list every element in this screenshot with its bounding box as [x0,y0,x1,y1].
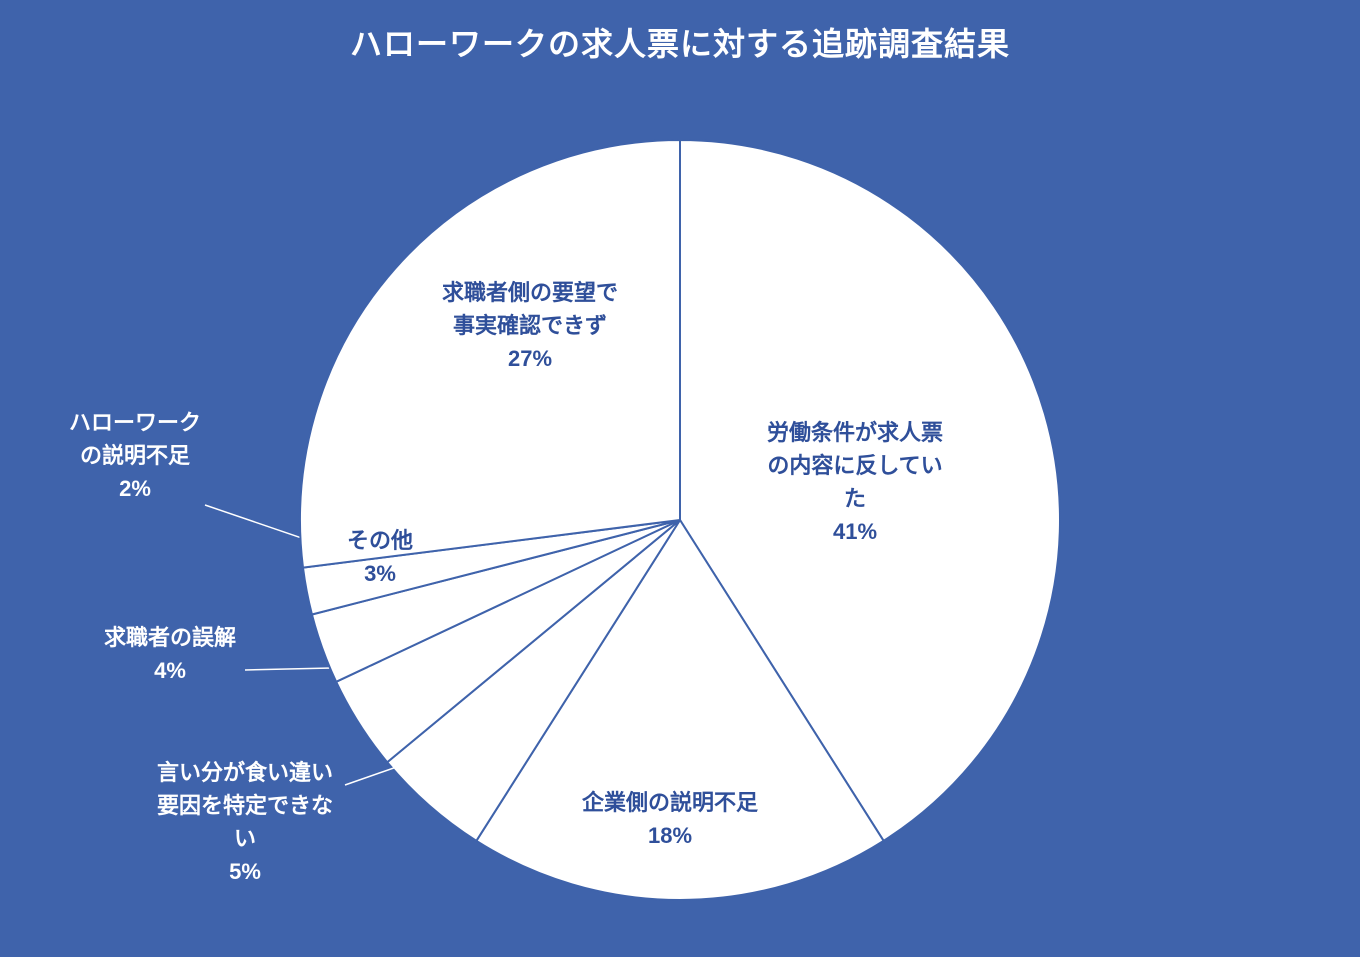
chart-container: ハローワークの求人票に対する追跡調査結果労働条件が求人票の内容に反していた41%… [0,0,1360,957]
pie-chart-svg: ハローワークの求人票に対する追跡調査結果労働条件が求人票の内容に反していた41%… [0,0,1360,957]
chart-title: ハローワークの求人票に対する追跡調査結果 [350,26,1010,62]
